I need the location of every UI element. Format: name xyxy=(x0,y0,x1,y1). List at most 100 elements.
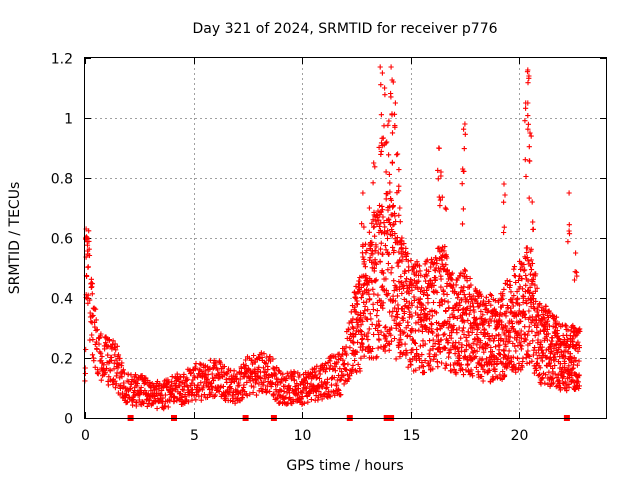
data-point xyxy=(162,392,168,398)
data-point xyxy=(260,382,266,388)
data-point xyxy=(475,325,481,331)
data-point xyxy=(359,341,365,347)
data-point xyxy=(522,157,528,163)
data-point xyxy=(449,270,455,276)
data-point xyxy=(458,362,464,368)
data-point xyxy=(89,281,95,287)
data-point xyxy=(383,169,389,175)
data-point xyxy=(92,364,98,370)
data-point xyxy=(491,306,498,312)
data-point xyxy=(571,324,577,330)
data-point xyxy=(528,133,534,139)
data-point xyxy=(411,297,417,304)
data-point xyxy=(496,347,502,353)
data-point xyxy=(114,343,120,349)
data-point xyxy=(416,278,422,284)
data-point xyxy=(85,300,91,306)
data-point xyxy=(307,390,313,396)
data-point xyxy=(483,294,489,300)
data-point xyxy=(469,345,475,351)
data-point xyxy=(115,365,121,371)
data-point xyxy=(390,293,396,299)
data-point xyxy=(433,310,439,316)
data-point xyxy=(474,348,480,354)
data-point xyxy=(412,328,418,334)
data-point xyxy=(392,124,398,130)
data-point xyxy=(366,326,372,332)
data-point xyxy=(459,328,465,334)
data-point xyxy=(539,358,545,364)
data-point xyxy=(391,288,397,294)
data-point xyxy=(354,349,360,355)
data-point xyxy=(472,347,478,354)
data-point xyxy=(461,126,467,132)
data-point xyxy=(515,277,522,284)
data-point xyxy=(359,336,365,343)
data-point xyxy=(409,313,415,319)
data-point xyxy=(416,327,422,333)
data-point xyxy=(312,369,318,375)
data-point xyxy=(388,338,395,344)
data-point xyxy=(438,284,444,290)
data-point xyxy=(543,303,549,310)
data-point xyxy=(409,287,415,293)
data-point xyxy=(319,396,325,402)
data-point xyxy=(524,69,531,75)
data-point xyxy=(414,350,420,357)
data-point xyxy=(257,369,264,375)
data-point xyxy=(128,372,134,378)
data-point xyxy=(383,324,389,330)
data-point xyxy=(400,330,406,336)
data-point xyxy=(576,385,582,392)
data-point xyxy=(347,345,353,351)
data-point xyxy=(286,383,292,389)
data-point xyxy=(474,331,480,338)
data-point xyxy=(365,337,371,343)
data-point xyxy=(518,318,524,324)
data-point xyxy=(417,296,423,302)
data-point xyxy=(448,335,454,341)
data-point xyxy=(291,377,298,383)
data-point xyxy=(388,197,394,203)
data-point xyxy=(438,247,444,253)
data-point xyxy=(326,393,332,399)
data-point xyxy=(314,363,320,369)
data-point xyxy=(425,300,431,306)
data-point xyxy=(495,299,502,305)
data-point xyxy=(360,291,366,297)
data-point xyxy=(575,339,581,345)
data-point xyxy=(195,374,201,380)
data-point xyxy=(370,286,376,292)
data-point xyxy=(154,378,161,385)
data-point xyxy=(239,370,245,376)
data-point xyxy=(502,372,508,378)
data-point xyxy=(399,290,405,297)
data-point xyxy=(525,80,531,86)
data-point xyxy=(509,318,515,324)
data-point xyxy=(366,343,372,349)
x-tick-label: 5 xyxy=(190,428,199,444)
data-point xyxy=(109,357,115,364)
data-point xyxy=(498,335,504,342)
data-point xyxy=(525,100,531,106)
data-point xyxy=(332,368,338,374)
data-point xyxy=(437,197,443,203)
data-point xyxy=(380,251,386,257)
data-point xyxy=(367,311,373,317)
data-point xyxy=(549,349,555,355)
data-point xyxy=(464,338,470,344)
data-point xyxy=(380,214,386,220)
data-point xyxy=(469,355,475,361)
data-point xyxy=(504,281,510,287)
data-point xyxy=(569,366,575,372)
data-point xyxy=(572,269,578,275)
data-point xyxy=(361,224,367,230)
data-point xyxy=(441,266,447,272)
data-point xyxy=(260,388,266,395)
data-point xyxy=(442,244,448,250)
data-point xyxy=(324,365,330,371)
data-point xyxy=(444,280,450,287)
data-point xyxy=(501,286,507,292)
data-point xyxy=(400,306,406,312)
data-point xyxy=(103,335,109,341)
